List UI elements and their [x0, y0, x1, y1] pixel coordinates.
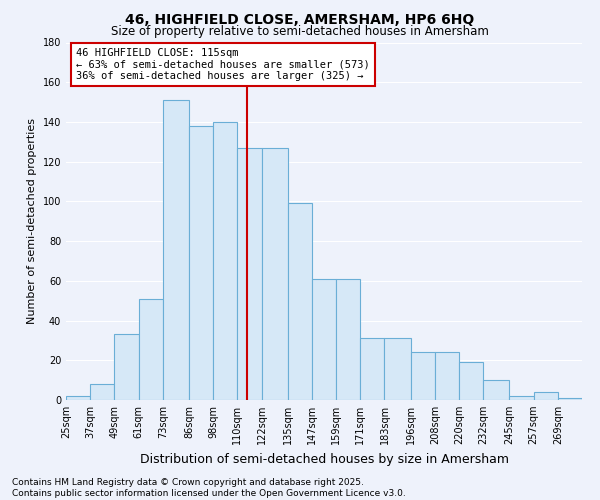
Bar	[336, 279, 360, 400]
Bar	[189, 126, 213, 400]
Bar	[262, 148, 288, 400]
Bar	[139, 298, 163, 400]
Text: Contains HM Land Registry data © Crown copyright and database right 2025.
Contai: Contains HM Land Registry data © Crown c…	[12, 478, 406, 498]
Text: 46, HIGHFIELD CLOSE, AMERSHAM, HP6 6HQ: 46, HIGHFIELD CLOSE, AMERSHAM, HP6 6HQ	[125, 12, 475, 26]
Bar	[90, 384, 115, 400]
Bar	[163, 100, 189, 400]
Bar	[533, 392, 558, 400]
Bar	[509, 396, 533, 400]
X-axis label: Distribution of semi-detached houses by size in Amersham: Distribution of semi-detached houses by …	[139, 452, 509, 466]
Bar	[435, 352, 459, 400]
Bar	[558, 398, 582, 400]
Bar	[410, 352, 435, 400]
Bar	[459, 362, 483, 400]
Bar	[360, 338, 385, 400]
Y-axis label: Number of semi-detached properties: Number of semi-detached properties	[27, 118, 37, 324]
Bar	[288, 204, 312, 400]
Bar	[483, 380, 509, 400]
Bar	[385, 338, 410, 400]
Bar	[312, 279, 336, 400]
Text: Size of property relative to semi-detached houses in Amersham: Size of property relative to semi-detach…	[111, 25, 489, 38]
Bar	[115, 334, 139, 400]
Bar	[66, 396, 90, 400]
Bar	[238, 148, 262, 400]
Text: 46 HIGHFIELD CLOSE: 115sqm
← 63% of semi-detached houses are smaller (573)
36% o: 46 HIGHFIELD CLOSE: 115sqm ← 63% of semi…	[76, 48, 370, 81]
Bar	[213, 122, 238, 400]
